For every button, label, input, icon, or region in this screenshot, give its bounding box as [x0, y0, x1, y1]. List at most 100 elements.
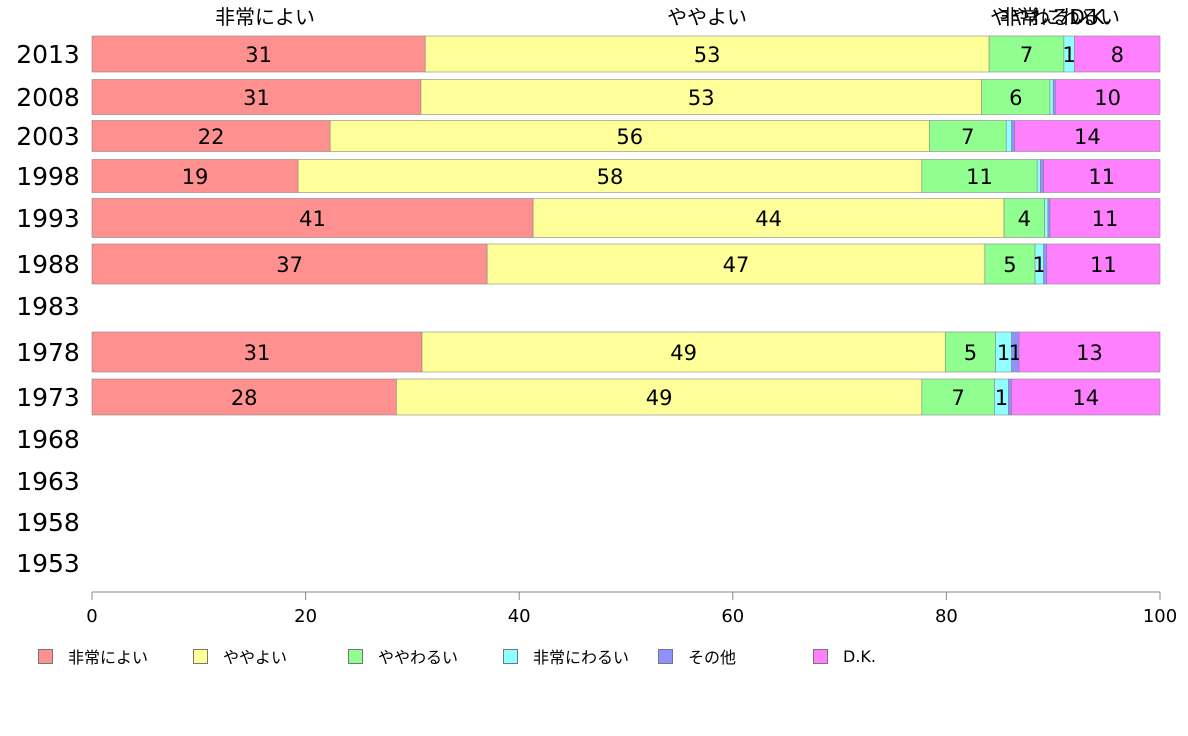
year-label: 2013	[16, 40, 80, 69]
year-label: 1988	[16, 250, 80, 279]
year-label: 1998	[16, 162, 80, 191]
legend-swatch	[193, 648, 208, 664]
bar-segment	[1018, 331, 1161, 373]
legend-item-very-good: 非常によい	[38, 644, 193, 668]
year-label: 1978	[16, 338, 80, 367]
data-label: 44	[755, 207, 782, 231]
data-label: 11	[966, 165, 993, 189]
bar-segment	[1011, 378, 1161, 416]
x-tick-label: 40	[508, 606, 531, 627]
top-label: ややよい	[667, 5, 747, 29]
year-label: 1958	[16, 508, 80, 537]
data-label: 10	[1094, 86, 1121, 110]
legend-label: ややわるい	[378, 648, 459, 667]
legend-swatch	[348, 648, 363, 664]
legend-label: D.K.	[843, 646, 876, 666]
data-label: 41	[299, 207, 326, 231]
data-label: 37	[276, 253, 303, 277]
top-label: 非常によい	[215, 5, 315, 29]
data-label: 58	[597, 165, 624, 189]
bar-segment	[1003, 198, 1045, 238]
bar-segment	[1011, 120, 1016, 152]
data-label: 11	[1092, 207, 1119, 231]
bar-segment	[1008, 378, 1012, 416]
data-label: 6	[1009, 86, 1022, 110]
bar-segment	[988, 35, 1065, 73]
legend: 非常によい ややよい ややわるい 非常にわるい その他 D.K.	[38, 644, 933, 668]
x-tick-label: 0	[86, 606, 97, 627]
year-label: 2008	[16, 83, 80, 112]
top-label: ややわるい	[990, 5, 1090, 29]
data-label: 5	[1003, 253, 1016, 277]
year-label: 1993	[16, 204, 80, 233]
bar-segment	[921, 378, 995, 416]
data-label: 49	[646, 386, 673, 410]
data-label: 4	[1018, 207, 1031, 231]
legend-label: 非常によい	[68, 648, 149, 667]
bar-segment	[929, 120, 1007, 152]
data-label: 7	[961, 125, 974, 149]
data-label: 31	[245, 43, 272, 67]
bar-segment	[1014, 120, 1161, 152]
bar-segment	[1040, 159, 1044, 193]
data-label: 47	[723, 253, 750, 277]
bar-segment	[91, 35, 426, 73]
x-tick-label: 100	[1143, 606, 1177, 627]
bar-segment	[1046, 243, 1161, 285]
legend-item-dk: D.K.	[813, 644, 933, 668]
year-label: 1968	[16, 425, 80, 454]
top-label: 非常にわるい	[1000, 5, 1120, 29]
data-label: 1	[995, 386, 1008, 410]
data-label: 1	[1063, 43, 1076, 67]
x-tick-label: 20	[294, 606, 317, 627]
bar-segment	[981, 79, 1051, 115]
legend-swatch	[658, 648, 673, 664]
bar-segment	[91, 378, 397, 416]
data-label: 11	[1090, 253, 1117, 277]
bar-segment	[1044, 198, 1049, 238]
bar-segment	[1005, 120, 1012, 152]
bar-segment	[1055, 79, 1161, 115]
bar-segment	[1074, 35, 1161, 73]
bar-segment	[945, 331, 996, 373]
bar-segment	[1047, 198, 1051, 238]
legend-item-somewhat-good: ややよい	[193, 644, 348, 668]
data-label: 1	[1033, 253, 1046, 277]
bar-segment	[1043, 159, 1161, 193]
bar-segment	[91, 120, 331, 152]
data-label: 1	[997, 341, 1010, 365]
data-label: 49	[670, 341, 697, 365]
bar-segment	[396, 378, 923, 416]
bar-segment	[91, 331, 423, 373]
bar-segment	[420, 79, 982, 115]
year-label: 1953	[16, 549, 80, 578]
bar-segment	[1049, 79, 1054, 115]
bar-segment	[1049, 198, 1161, 238]
legend-swatch	[813, 648, 828, 664]
data-label: 14	[1072, 386, 1099, 410]
bar-segment	[91, 79, 422, 115]
legend-item-somewhat-bad: ややわるい	[348, 644, 503, 668]
year-label: 1963	[16, 467, 80, 496]
data-label: 7	[1020, 43, 1033, 67]
data-label: 53	[688, 86, 715, 110]
data-label: 13	[1076, 341, 1103, 365]
data-label: 7	[951, 386, 964, 410]
data-label: 31	[243, 86, 270, 110]
data-label: 5	[964, 341, 977, 365]
legend-item-other: その他	[658, 644, 813, 668]
data-label: 14	[1074, 125, 1101, 149]
bar-segment	[921, 159, 1038, 193]
data-label: 56	[616, 125, 643, 149]
data-label: 1	[1009, 341, 1022, 365]
bar-segment	[91, 243, 488, 285]
data-label: 28	[231, 386, 258, 410]
data-label: 53	[694, 43, 721, 67]
year-label: 1973	[16, 383, 80, 412]
bar-segment	[532, 198, 1005, 238]
legend-label: その他	[688, 648, 737, 667]
top-label: D.K.	[1069, 5, 1110, 29]
data-label: 19	[182, 165, 209, 189]
